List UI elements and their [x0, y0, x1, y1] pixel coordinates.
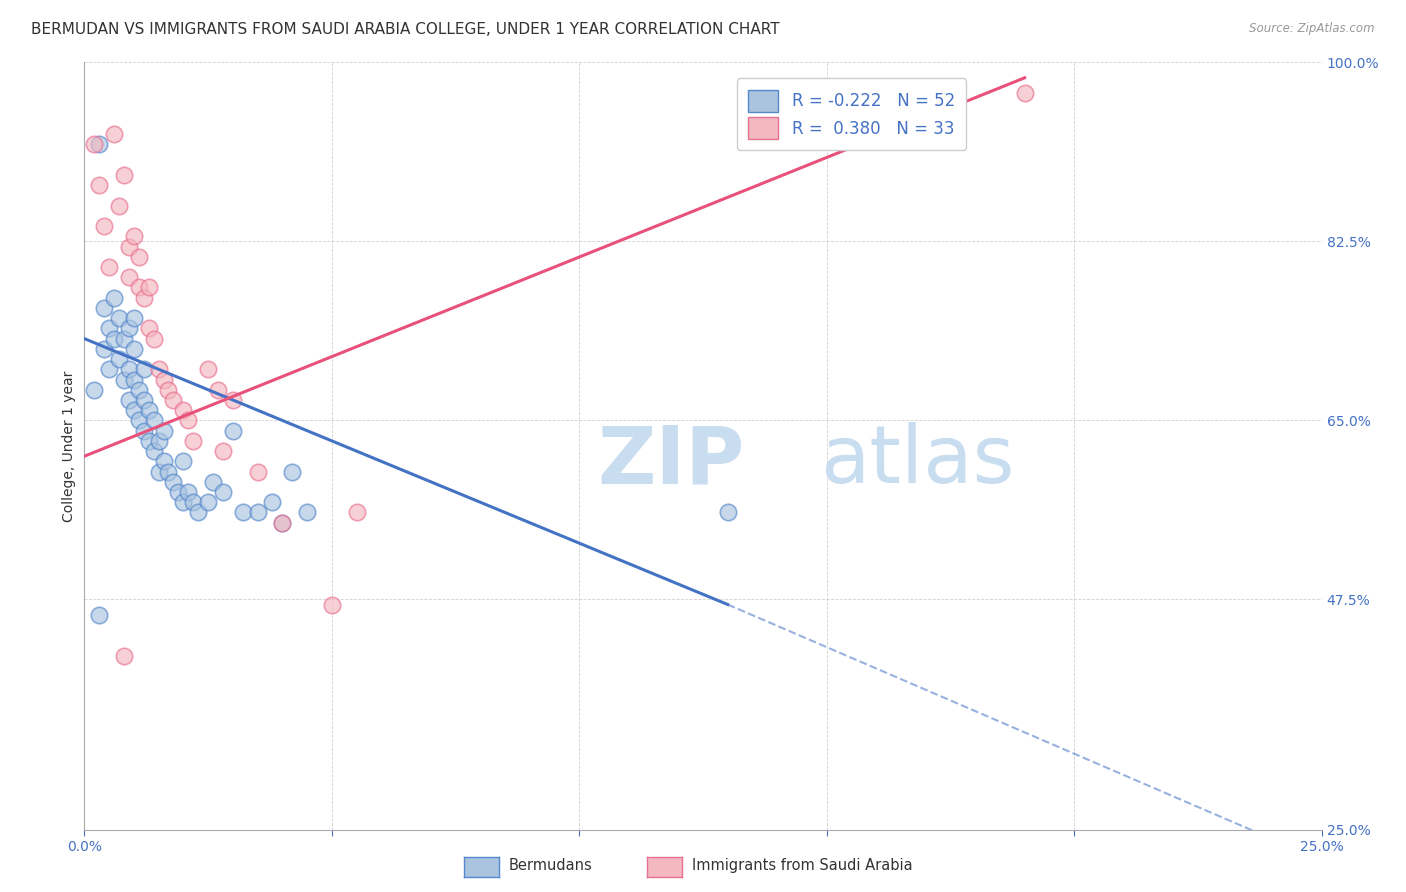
- Point: [148, 434, 170, 448]
- Point: [232, 506, 254, 520]
- Point: [103, 291, 125, 305]
- Point: [118, 270, 141, 285]
- Point: [295, 506, 318, 520]
- Point: [112, 332, 135, 346]
- Point: [89, 607, 111, 622]
- Point: [152, 424, 174, 438]
- Point: [103, 127, 125, 141]
- Point: [108, 311, 131, 326]
- Point: [271, 516, 294, 530]
- Point: [132, 392, 155, 407]
- Point: [271, 516, 294, 530]
- Point: [262, 495, 284, 509]
- Point: [142, 444, 165, 458]
- Point: [148, 362, 170, 376]
- Point: [142, 332, 165, 346]
- Point: [122, 342, 145, 356]
- Y-axis label: College, Under 1 year: College, Under 1 year: [62, 370, 76, 522]
- Point: [148, 465, 170, 479]
- Point: [83, 137, 105, 152]
- Point: [202, 475, 225, 489]
- Point: [177, 413, 200, 427]
- Point: [138, 280, 160, 294]
- Point: [89, 178, 111, 193]
- Point: [98, 321, 121, 335]
- Point: [197, 495, 219, 509]
- Point: [118, 321, 141, 335]
- Point: [346, 506, 368, 520]
- Point: [122, 403, 145, 417]
- Point: [1014, 86, 1036, 100]
- Point: [222, 392, 245, 407]
- Point: [162, 475, 184, 489]
- Point: [246, 465, 269, 479]
- Point: [321, 598, 343, 612]
- Point: [281, 465, 304, 479]
- Point: [142, 413, 165, 427]
- Point: [118, 392, 141, 407]
- Point: [132, 291, 155, 305]
- Point: [128, 413, 150, 427]
- Point: [112, 648, 135, 663]
- Point: [108, 352, 131, 367]
- Point: [118, 239, 141, 253]
- Point: [103, 332, 125, 346]
- Point: [212, 485, 235, 500]
- Point: [222, 424, 245, 438]
- Point: [172, 454, 194, 468]
- Point: [172, 495, 194, 509]
- Point: [89, 137, 111, 152]
- Legend: R = -0.222   N = 52, R =  0.380   N = 33: R = -0.222 N = 52, R = 0.380 N = 33: [737, 78, 966, 151]
- Point: [112, 372, 135, 386]
- Point: [138, 434, 160, 448]
- Text: ZIP: ZIP: [598, 422, 745, 500]
- Point: [122, 229, 145, 244]
- Point: [187, 506, 209, 520]
- Point: [181, 434, 204, 448]
- Point: [167, 485, 190, 500]
- Point: [138, 403, 160, 417]
- Point: [152, 454, 174, 468]
- Point: [93, 219, 115, 233]
- Point: [157, 383, 180, 397]
- Point: [83, 383, 105, 397]
- Text: atlas: atlas: [821, 422, 1015, 500]
- Point: [138, 321, 160, 335]
- Point: [112, 168, 135, 182]
- Point: [181, 495, 204, 509]
- Point: [132, 362, 155, 376]
- Text: BERMUDAN VS IMMIGRANTS FROM SAUDI ARABIA COLLEGE, UNDER 1 YEAR CORRELATION CHART: BERMUDAN VS IMMIGRANTS FROM SAUDI ARABIA…: [31, 22, 779, 37]
- Point: [162, 392, 184, 407]
- Text: Immigrants from Saudi Arabia: Immigrants from Saudi Arabia: [692, 858, 912, 872]
- Point: [157, 465, 180, 479]
- Point: [98, 260, 121, 274]
- Point: [132, 424, 155, 438]
- Point: [717, 506, 740, 520]
- Text: Bermudans: Bermudans: [509, 858, 593, 872]
- Point: [177, 485, 200, 500]
- Point: [128, 250, 150, 264]
- Point: [152, 372, 174, 386]
- Point: [98, 362, 121, 376]
- Point: [122, 311, 145, 326]
- Point: [212, 444, 235, 458]
- Text: Source: ZipAtlas.com: Source: ZipAtlas.com: [1250, 22, 1375, 36]
- Point: [128, 383, 150, 397]
- Point: [118, 362, 141, 376]
- Point: [128, 280, 150, 294]
- Point: [93, 342, 115, 356]
- Point: [172, 403, 194, 417]
- Point: [108, 199, 131, 213]
- Point: [207, 383, 229, 397]
- Point: [122, 372, 145, 386]
- Point: [93, 301, 115, 315]
- Point: [197, 362, 219, 376]
- Point: [246, 506, 269, 520]
